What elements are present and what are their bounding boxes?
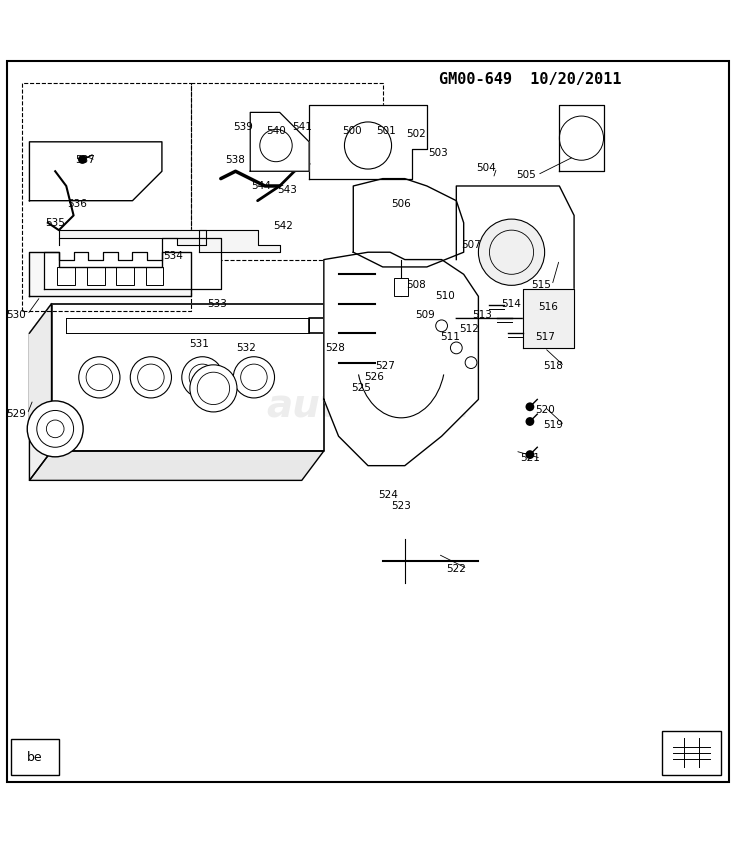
Text: 515: 515 — [531, 281, 551, 290]
Polygon shape — [29, 252, 191, 297]
Polygon shape — [29, 303, 52, 436]
Circle shape — [78, 155, 87, 164]
Text: 507: 507 — [461, 240, 481, 250]
Text: 535: 535 — [45, 217, 66, 228]
Text: 536: 536 — [67, 200, 88, 209]
Text: 544: 544 — [251, 181, 272, 191]
Text: 521: 521 — [520, 454, 540, 464]
Circle shape — [344, 122, 392, 169]
Text: 501: 501 — [377, 126, 396, 136]
Text: 522: 522 — [446, 564, 467, 574]
Text: 516: 516 — [538, 303, 559, 313]
Text: 528: 528 — [325, 343, 345, 353]
Text: 530: 530 — [7, 309, 26, 319]
Text: 512: 512 — [459, 325, 480, 335]
Bar — [394, 278, 408, 297]
Circle shape — [526, 450, 534, 459]
Text: 525: 525 — [350, 384, 371, 394]
Text: 523: 523 — [391, 501, 411, 511]
Circle shape — [450, 342, 462, 354]
Polygon shape — [309, 105, 427, 179]
Text: 539: 539 — [233, 122, 253, 132]
Text: 529: 529 — [6, 409, 26, 419]
Bar — [87, 267, 105, 285]
Circle shape — [465, 357, 477, 368]
Text: 524: 524 — [378, 490, 399, 500]
Text: 527: 527 — [375, 362, 395, 371]
Polygon shape — [324, 252, 478, 465]
Text: 510: 510 — [436, 292, 455, 302]
Text: 540: 540 — [266, 126, 286, 136]
Polygon shape — [29, 451, 324, 481]
Circle shape — [478, 219, 545, 285]
Text: 513: 513 — [472, 309, 492, 319]
Text: be: be — [26, 750, 43, 764]
Text: 534: 534 — [163, 251, 183, 260]
Text: 503: 503 — [428, 148, 447, 158]
Text: 541: 541 — [291, 122, 312, 132]
Text: 520: 520 — [535, 405, 554, 416]
Text: 514: 514 — [501, 298, 522, 309]
Text: 543: 543 — [277, 185, 297, 195]
Polygon shape — [59, 230, 206, 244]
Text: 505: 505 — [517, 170, 536, 180]
Text: 533: 533 — [207, 298, 227, 309]
Polygon shape — [44, 238, 221, 289]
Text: 532: 532 — [236, 343, 257, 353]
Polygon shape — [353, 179, 464, 267]
Circle shape — [526, 417, 534, 426]
Circle shape — [526, 402, 534, 411]
Polygon shape — [29, 142, 162, 201]
Text: 537: 537 — [74, 155, 95, 165]
Text: 518: 518 — [543, 362, 564, 371]
Text: 517: 517 — [534, 332, 555, 342]
Polygon shape — [456, 186, 574, 319]
Polygon shape — [250, 112, 309, 171]
Polygon shape — [29, 303, 52, 481]
Bar — [146, 267, 163, 285]
Circle shape — [436, 320, 447, 331]
Text: 526: 526 — [364, 373, 384, 383]
Text: 508: 508 — [406, 281, 425, 290]
Text: 504: 504 — [476, 163, 495, 173]
Text: auto.com: auto.com — [266, 388, 470, 426]
Polygon shape — [199, 230, 280, 252]
Text: 509: 509 — [416, 309, 435, 319]
Bar — [57, 267, 75, 285]
Text: 511: 511 — [440, 332, 461, 342]
Bar — [116, 267, 134, 285]
Text: GM00-649  10/20/2011: GM00-649 10/20/2011 — [439, 72, 621, 87]
Text: 519: 519 — [543, 420, 564, 430]
Text: 538: 538 — [225, 155, 246, 165]
Polygon shape — [523, 289, 574, 348]
Text: 502: 502 — [406, 130, 425, 139]
Circle shape — [190, 365, 237, 412]
Text: 542: 542 — [273, 222, 294, 232]
Text: 531: 531 — [188, 339, 209, 349]
Text: 506: 506 — [392, 200, 411, 209]
Polygon shape — [52, 303, 324, 451]
Text: 500: 500 — [342, 126, 361, 136]
Polygon shape — [559, 105, 604, 171]
Circle shape — [27, 401, 83, 457]
